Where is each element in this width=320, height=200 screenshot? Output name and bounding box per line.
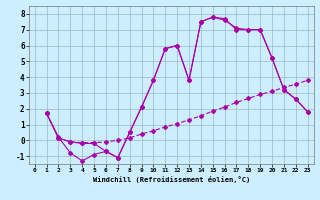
X-axis label: Windchill (Refroidissement éolien,°C): Windchill (Refroidissement éolien,°C) (92, 176, 250, 183)
